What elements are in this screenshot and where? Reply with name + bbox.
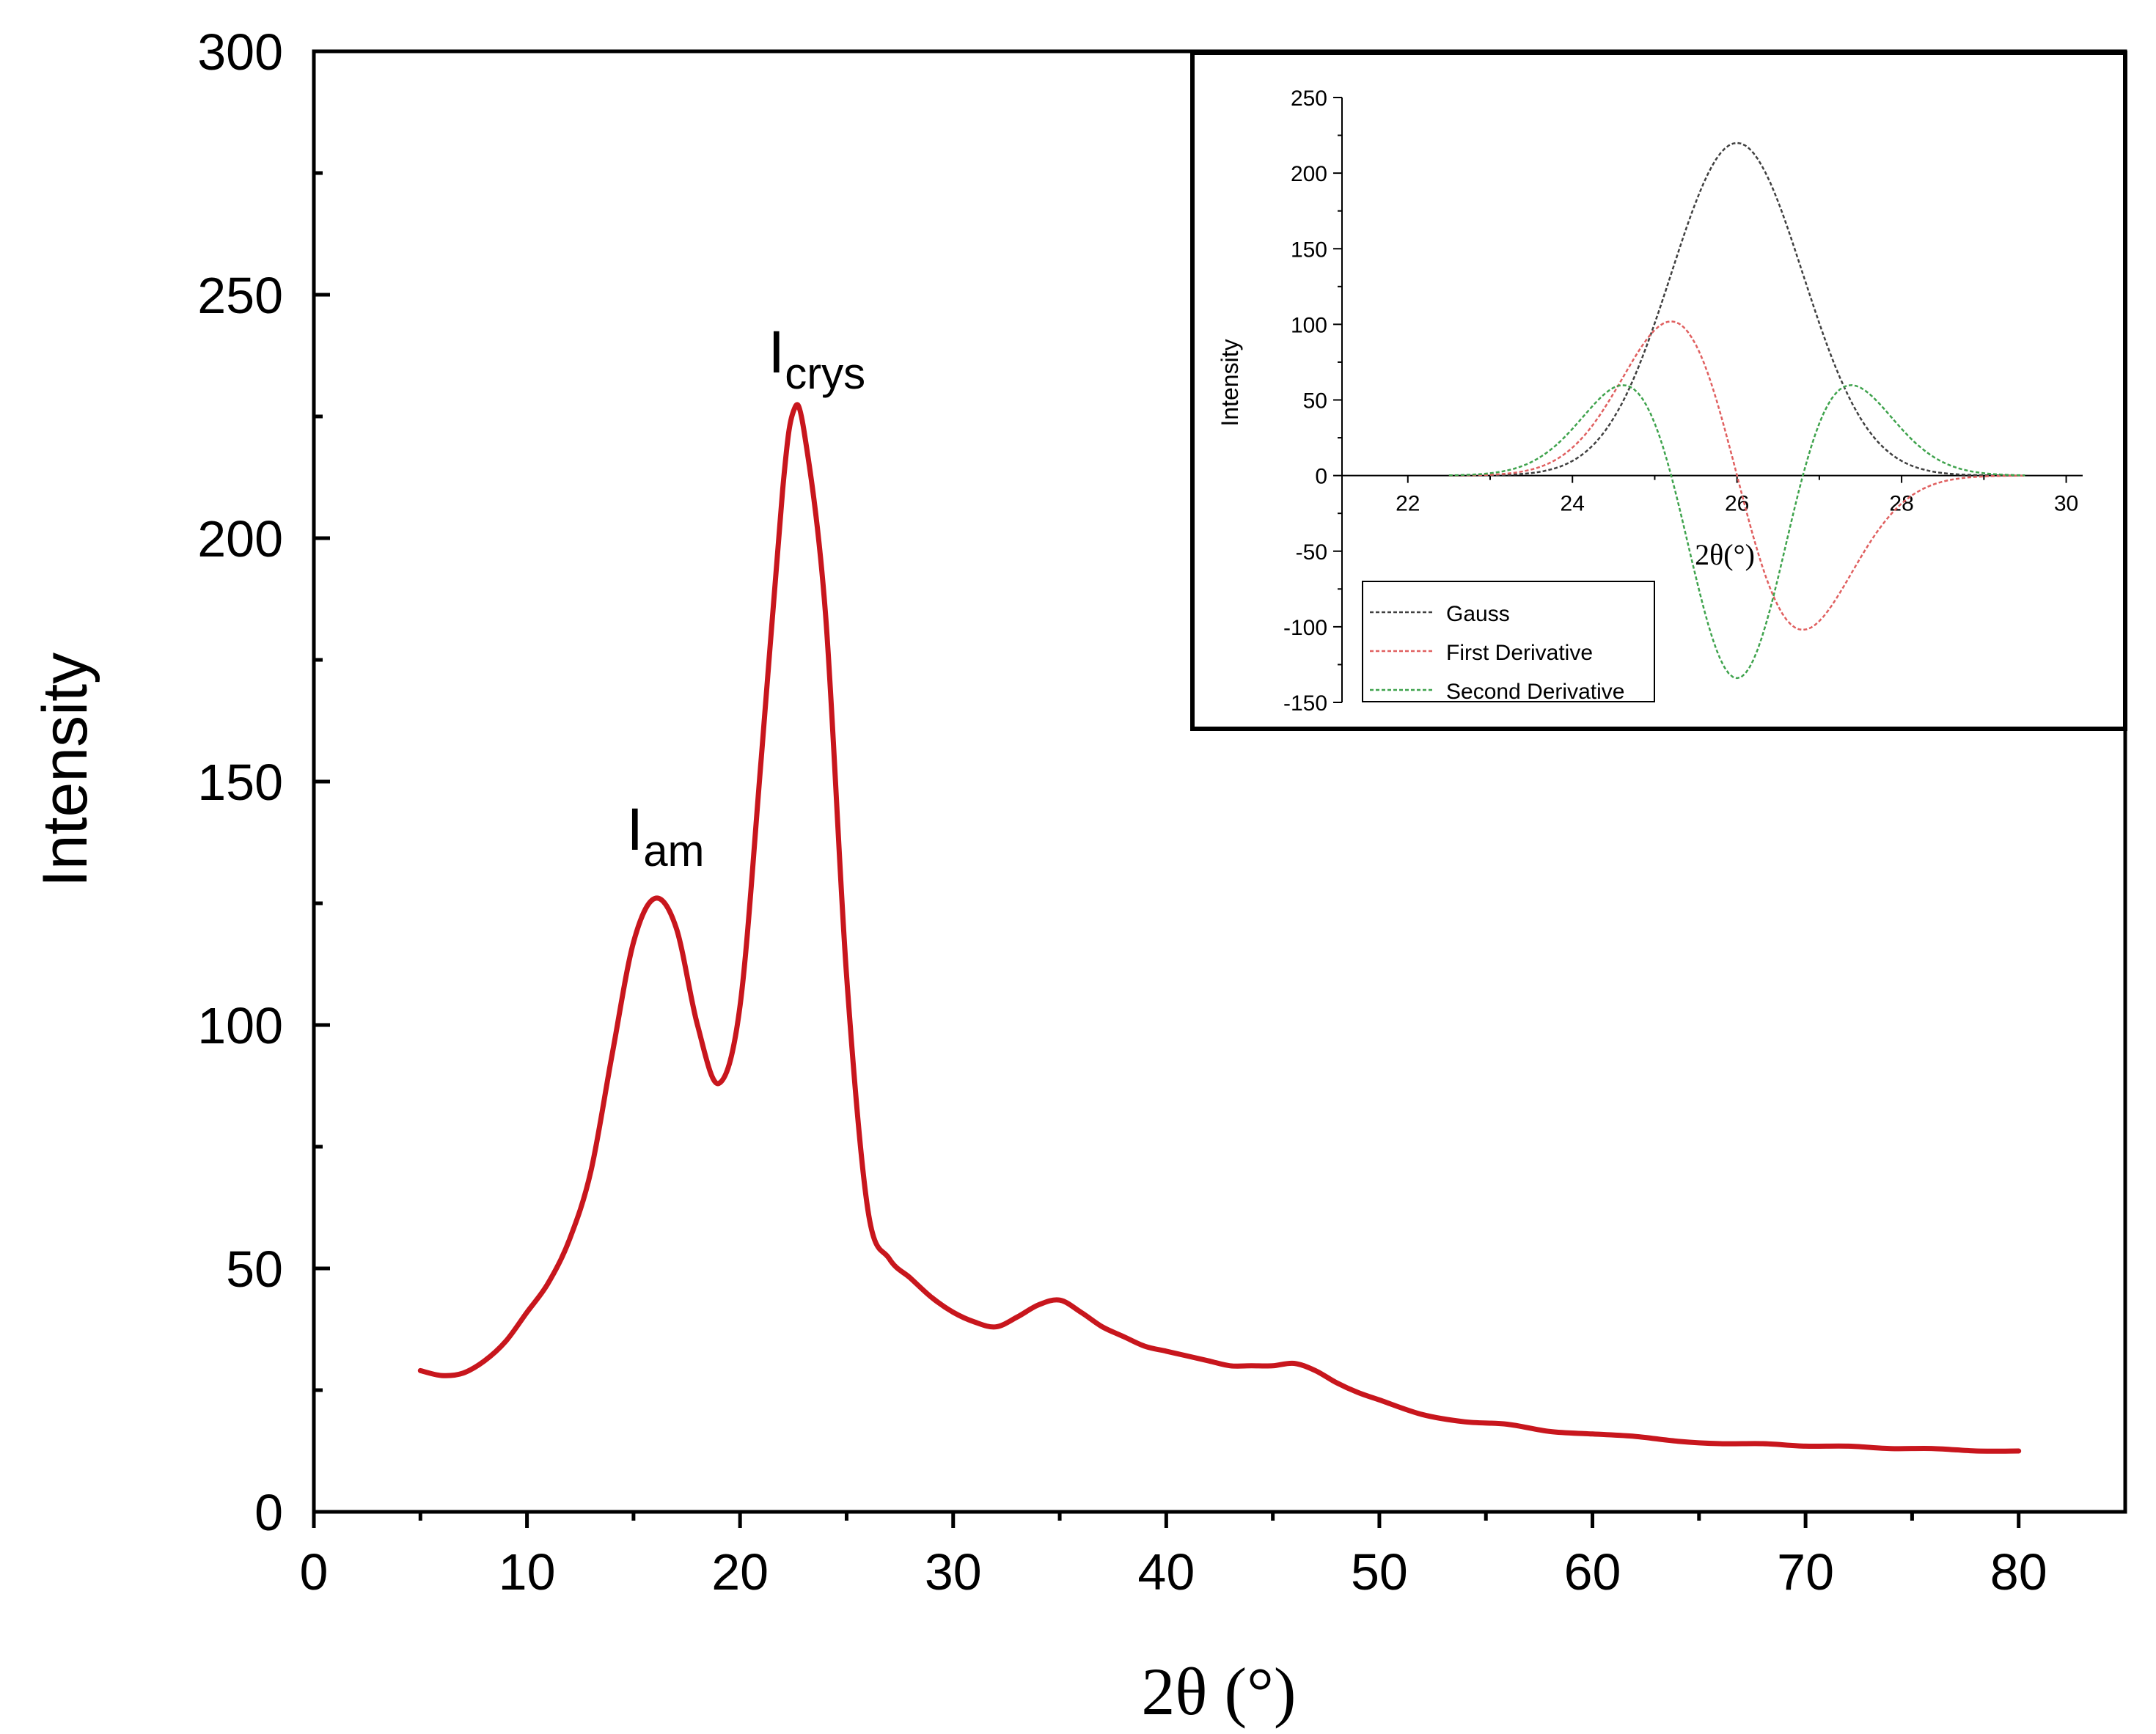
peak-label-sub: crys [785, 349, 865, 398]
inset-legend-label: Second Derivative [1446, 680, 1624, 704]
inset-y-tick-label: 100 [1291, 313, 1327, 337]
main-series-line [417, 402, 2022, 1454]
inset-x-axis-label: 2θ(°) [1695, 538, 1755, 571]
inset-plot: -150 -100 -50 0 50 100 150 200 250 22 24 26 28 30 Int… [1190, 51, 2127, 731]
main-x-tick-label: 30 [925, 1543, 982, 1601]
inset-legend-label: First Derivative [1446, 641, 1593, 665]
peak-label: Icrys [768, 319, 865, 398]
inset-y-tick-label: 150 [1291, 238, 1327, 262]
main-y-tick-label: 0 [254, 1484, 283, 1541]
main-y-tick-label: 50 [226, 1241, 283, 1298]
inset-y-axis-label: Intensity [1217, 339, 1243, 426]
main-y-axis-label: Intensity [30, 653, 100, 887]
inset-x-tick-label: 22 [1396, 492, 1420, 516]
inset-x-tick-label: 26 [1725, 492, 1749, 516]
main-x-axis-label: 2θ (°) [1141, 1654, 1296, 1729]
main-x-tick-label: 50 [1351, 1543, 1408, 1601]
inset-x-tick-label: 24 [1561, 492, 1585, 516]
inset-axes: -150 -100 -50 0 50 100 150 200 250 22 24 26 28 30 [1283, 87, 2083, 716]
main-x-axis: 0 10 20 30 40 50 60 70 80 [300, 1512, 2047, 1601]
main-y-tick-label: 200 [197, 510, 283, 567]
main-y-tick-label: 250 [197, 267, 283, 324]
main-x-tick-label: 60 [1564, 1543, 1621, 1601]
main-x-tick-label: 10 [499, 1543, 556, 1601]
inset-y-tick-label: -50 [1296, 540, 1327, 565]
main-x-tick-label: 70 [1777, 1543, 1834, 1601]
inset-series-line [1448, 142, 2025, 477]
peak-label: Iam [626, 796, 704, 875]
inset-legend: Gauss First Derivative Second Derivative [1362, 581, 1655, 704]
main-x-tick-label: 40 [1137, 1543, 1195, 1601]
inset-series-line [1448, 384, 2025, 680]
inset-panel [1190, 51, 2127, 731]
main-y-tick-label: 100 [197, 997, 283, 1054]
main-x-tick-label: 20 [711, 1543, 769, 1601]
inset-y-tick-label: 0 [1315, 465, 1327, 489]
inset-y-tick-label: 250 [1291, 87, 1327, 111]
peak-label-sub: am [643, 826, 704, 875]
inset-x-tick-label: 28 [1889, 492, 1913, 516]
inset-y-tick-label: 50 [1303, 389, 1327, 414]
inset-x-tick-label: 30 [2054, 492, 2078, 516]
main-y-tick-label: 150 [197, 754, 283, 811]
peak-label-base: I [626, 796, 643, 863]
main-y-axis: 0 50 100 150 200 250 300 [197, 23, 330, 1541]
main-x-tick-label: 80 [1990, 1543, 2047, 1601]
inset-legend-box [1362, 581, 1655, 702]
inset-legend-label: Gauss [1446, 602, 1510, 626]
inset-y-tick-label: 200 [1291, 162, 1327, 186]
inset-y-tick-label: -150 [1283, 691, 1327, 716]
inset-series-line [1448, 320, 2025, 631]
main-x-tick-label: 0 [300, 1543, 329, 1601]
inset-series [1448, 142, 2025, 680]
main-y-tick-label: 300 [197, 23, 283, 81]
inset-y-tick-label: -100 [1283, 616, 1327, 640]
peak-label-base: I [768, 319, 785, 386]
